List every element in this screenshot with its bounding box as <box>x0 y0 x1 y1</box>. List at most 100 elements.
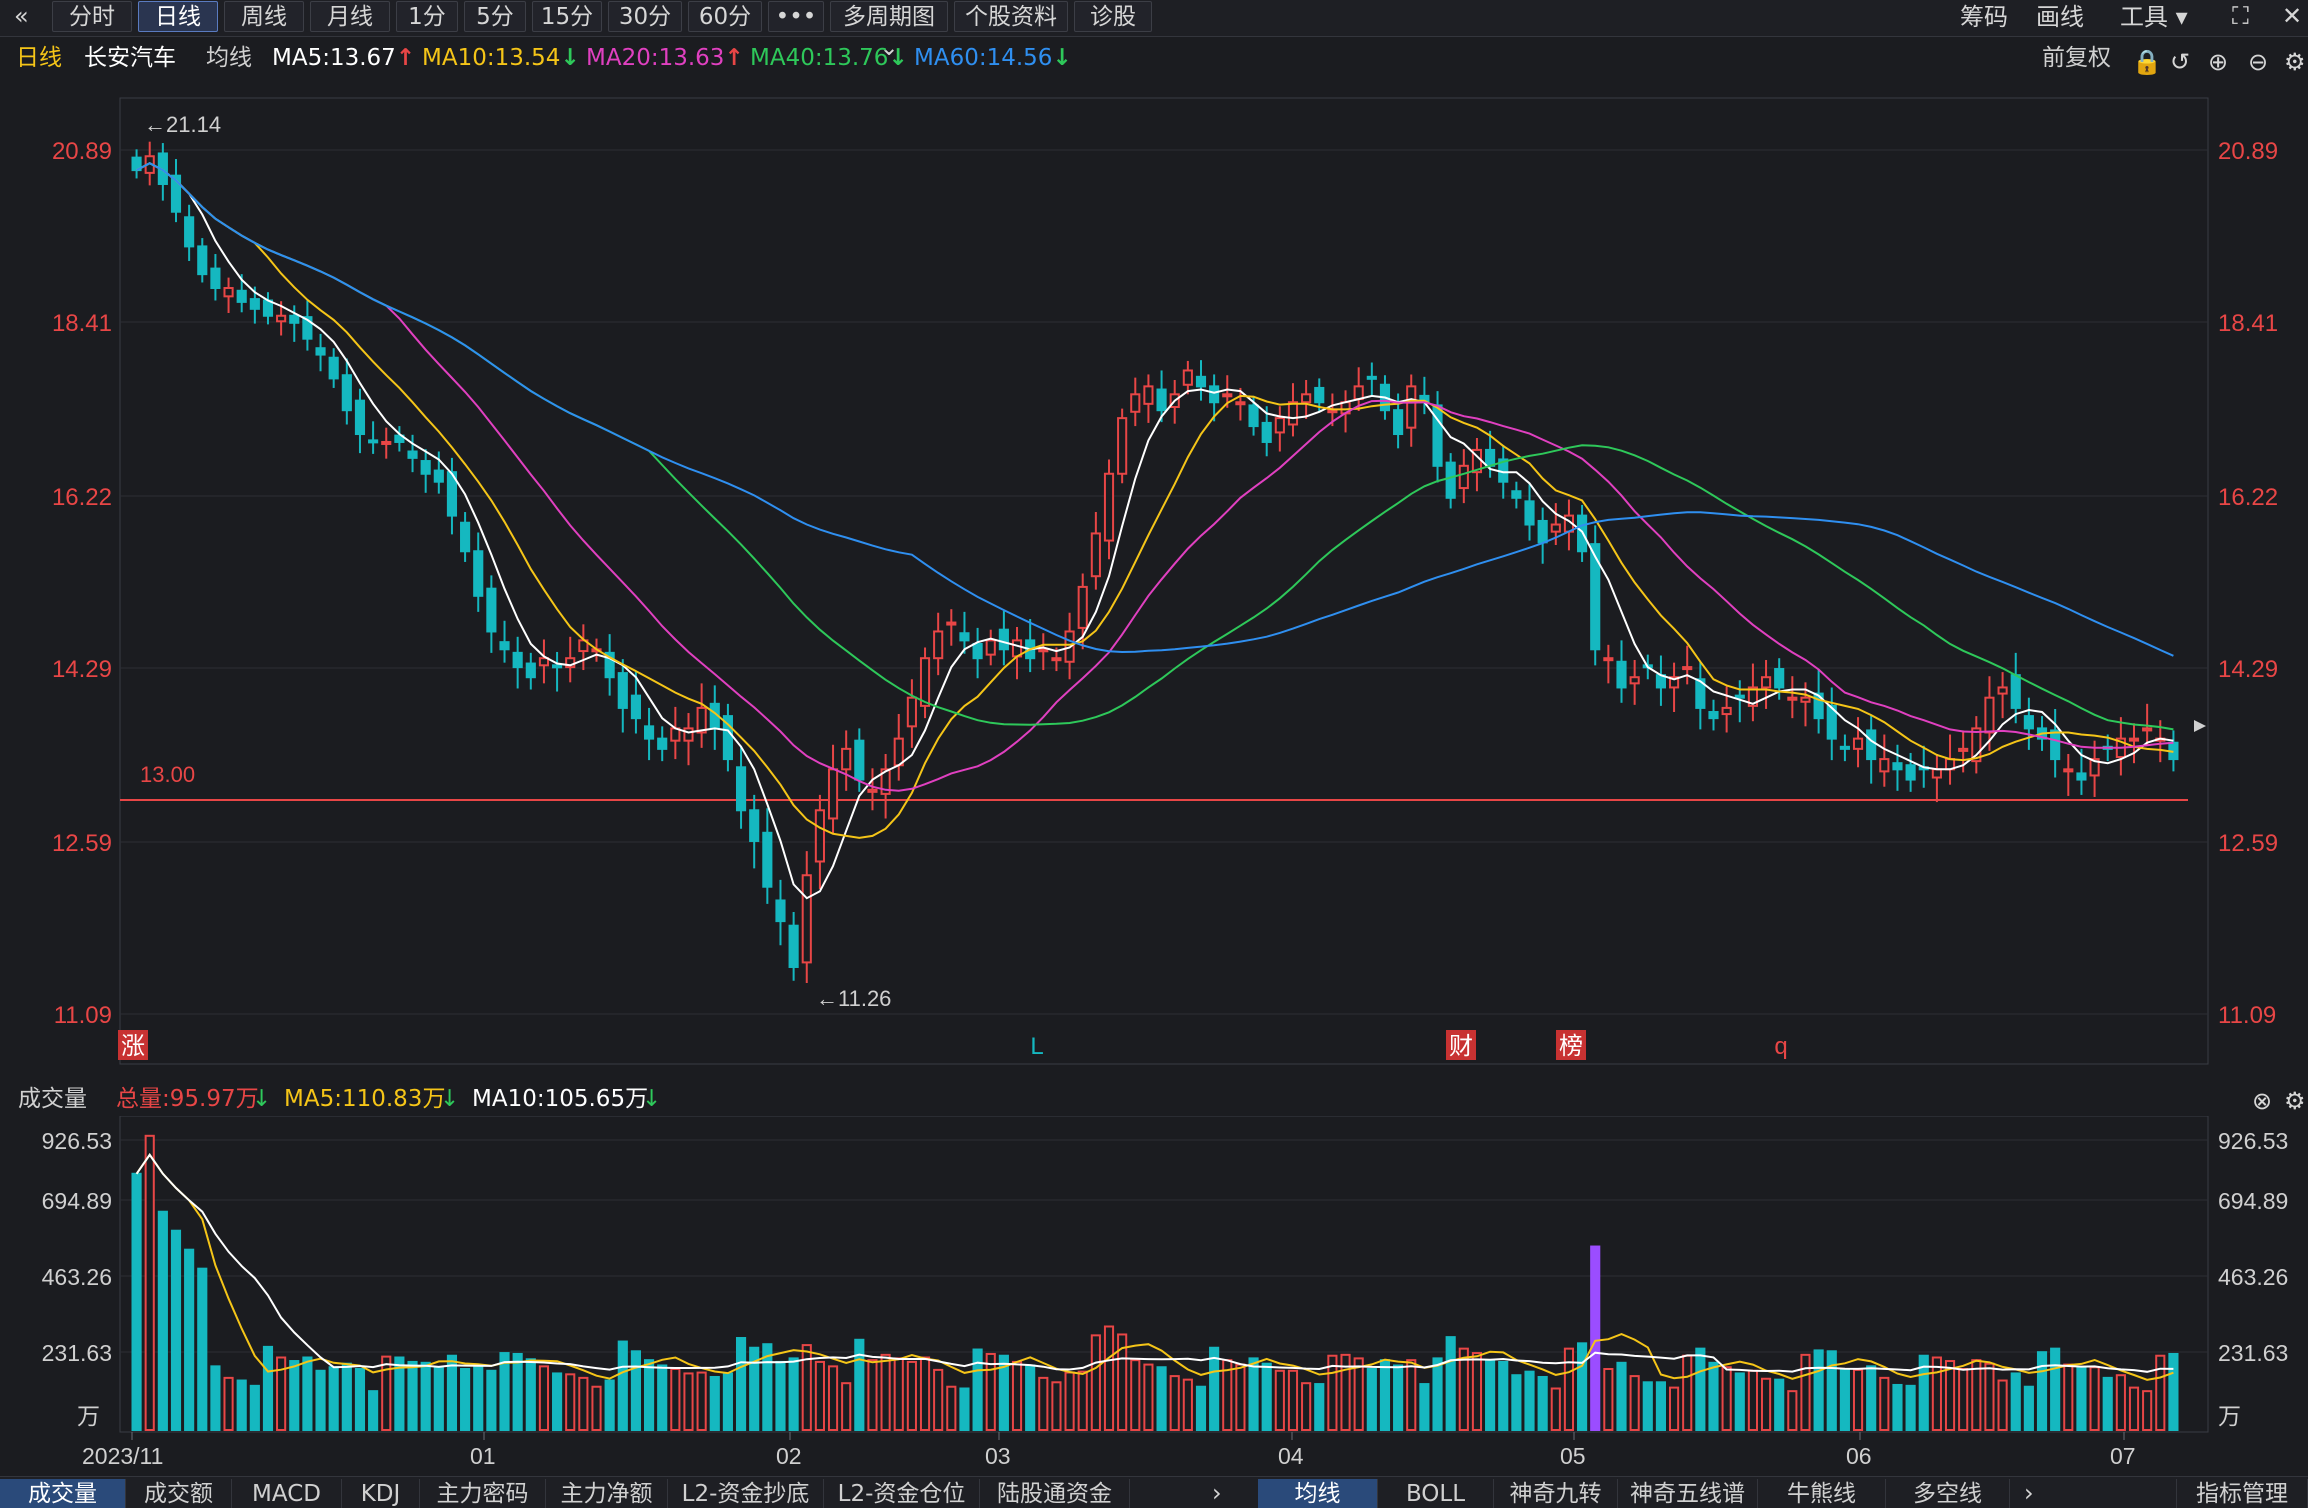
price-tick-right: 20.89 <box>2218 138 2278 165</box>
tab-more[interactable]: ••• <box>768 1 824 32</box>
volume-bar <box>2128 1386 2140 1432</box>
candle-body <box>1787 696 1798 701</box>
volume-bar <box>1432 1357 1443 1431</box>
candle-body <box>1971 727 1982 763</box>
volume-bar <box>827 1365 839 1431</box>
volume-bar <box>381 1355 392 1432</box>
indicator-tab-4[interactable]: 主力密码 <box>420 1479 546 1508</box>
candle-body <box>933 630 944 660</box>
candle-body <box>1590 543 1601 651</box>
tools-menu[interactable]: 工具 ▾ <box>2120 3 2188 31</box>
candle-body <box>315 347 326 356</box>
overlay-tab-2[interactable]: 神奇九转 <box>1494 1479 1618 1508</box>
event-tag-bg <box>1446 1030 1476 1060</box>
volume-bar <box>1156 1366 1167 1432</box>
candle-body <box>236 289 247 303</box>
overlay-tab-1[interactable]: BOLL <box>1378 1479 1494 1508</box>
kline-chart[interactable]: 20.89 20.89 18.41 18.41 16.22 16.22 14.29 14.29… <box>0 0 2308 1476</box>
tab-fenshi[interactable]: 分时 <box>52 1 132 32</box>
stock-name: 长安汽车 <box>84 45 176 71</box>
ma10-line <box>136 162 2174 839</box>
tab-15min[interactable]: 15分 <box>532 1 602 32</box>
tab-daily[interactable]: 日线 <box>138 1 218 32</box>
ma60-line <box>136 162 2174 657</box>
ma-label[interactable]: 均线 <box>206 45 252 71</box>
tab-30min[interactable]: 30分 <box>608 1 682 32</box>
volume-bar <box>289 1360 300 1431</box>
volume-bar <box>1379 1359 1391 1432</box>
settings-icon[interactable]: ⚙ <box>2284 1087 2306 1115</box>
indicator-manage-button[interactable]: 指标管理 <box>2176 1479 2308 1508</box>
candle-body <box>1235 401 1246 406</box>
volume-bar <box>341 1362 352 1432</box>
ma60-value: MA60:14.56↓ <box>914 45 1072 71</box>
tab-diagnose[interactable]: 诊股 <box>1074 1 1152 32</box>
indicator-tab-6[interactable]: L2-资金抄底 <box>668 1479 824 1508</box>
tab-multi-period[interactable]: 多周期图 ⌄ <box>830 1 948 61</box>
settings-icon[interactable]: ⚙ <box>2284 48 2306 76</box>
overlay-tab-5[interactable]: 多空线 <box>1886 1479 2010 1508</box>
candle-body <box>1485 448 1496 467</box>
volume-bar <box>762 1343 773 1432</box>
indicator-tab-2[interactable]: MACD <box>232 1479 342 1508</box>
tab-monthly[interactable]: 月线 <box>310 1 390 32</box>
lock-icon[interactable]: 🔒 <box>2132 48 2162 76</box>
price-tick-left: 18.41 <box>52 310 112 337</box>
close-icon[interactable]: ⊗ <box>2252 1087 2273 1115</box>
candle-body <box>893 737 904 767</box>
indicator-tab-8[interactable]: 陆股通资金 <box>980 1479 1130 1508</box>
candle-body <box>1603 657 1614 662</box>
candle-body <box>2063 768 2074 773</box>
chevron-right-icon[interactable]: › <box>1212 1479 1222 1507</box>
indicator-tab-1[interactable]: 成交额 <box>126 1479 232 1508</box>
candle-body <box>1353 385 1364 401</box>
volume-bar <box>1235 1363 1246 1431</box>
price-cursor-marker <box>2194 720 2206 732</box>
chevron-right-icon[interactable]: › <box>2024 1479 2034 1507</box>
close-icon[interactable]: ✕ <box>2282 2 2303 30</box>
volume-bar <box>1366 1368 1377 1431</box>
tab-stock-info[interactable]: 个股资料 <box>954 1 1068 32</box>
tab-weekly[interactable]: 周线 <box>224 1 304 32</box>
volume-bar <box>1866 1365 1877 1431</box>
volume-bar <box>1130 1359 1141 1432</box>
candle-body <box>210 267 221 290</box>
tab-1min[interactable]: 1分 <box>396 1 458 32</box>
zoom-out-icon[interactable]: ⊖ <box>2248 48 2269 76</box>
candle-body <box>1117 417 1128 475</box>
overlay-tab-0[interactable]: 均线 <box>1258 1479 1378 1508</box>
volume-bar <box>1524 1370 1535 1432</box>
volume-bar <box>2010 1372 2021 1431</box>
overlay-tab-4[interactable]: 牛熊线 <box>1758 1479 1886 1508</box>
indicator-tab-3[interactable]: KDJ <box>342 1479 420 1508</box>
candle-body <box>1905 764 1916 781</box>
candle-body <box>1852 737 1864 750</box>
adjust-mode[interactable]: 前复权 <box>2042 45 2111 71</box>
candle-body <box>1997 686 2008 695</box>
drawing-button[interactable]: 画线 <box>2036 3 2084 31</box>
candle-body <box>604 651 615 679</box>
volume-bar <box>893 1357 904 1431</box>
candle-body <box>1958 747 1969 752</box>
indicator-tab-0[interactable]: 成交量 <box>0 1479 126 1508</box>
tab-60min[interactable]: 60分 <box>688 1 762 32</box>
volume-bar <box>170 1229 182 1431</box>
candle-body <box>1866 729 1877 761</box>
candle-body <box>2050 729 2061 761</box>
fullscreen-icon[interactable]: ⛶ <box>2232 2 2249 30</box>
undo-icon[interactable]: ↺ <box>2170 48 2191 76</box>
indicator-tab-5[interactable]: 主力净额 <box>546 1479 668 1508</box>
volume-bar <box>1287 1369 1299 1432</box>
overlay-tab-3[interactable]: 神奇五线谱 <box>1618 1479 1758 1508</box>
chip-distribution-button[interactable]: 筹码 <box>1960 3 2008 31</box>
zoom-in-icon[interactable]: ⊕ <box>2208 48 2229 76</box>
candle-body <box>302 316 313 340</box>
indicator-tab-7[interactable]: L2-资金仓位 <box>824 1479 980 1508</box>
volume-ma5: MA5:110.83万 <box>284 1086 446 1112</box>
candle-body <box>735 766 747 812</box>
volume-bar <box>2076 1366 2087 1432</box>
candle-body <box>1182 369 1193 386</box>
double-chevron-left-icon[interactable]: « <box>14 2 29 30</box>
candle-body <box>762 831 773 888</box>
tab-5min[interactable]: 5分 <box>464 1 526 32</box>
